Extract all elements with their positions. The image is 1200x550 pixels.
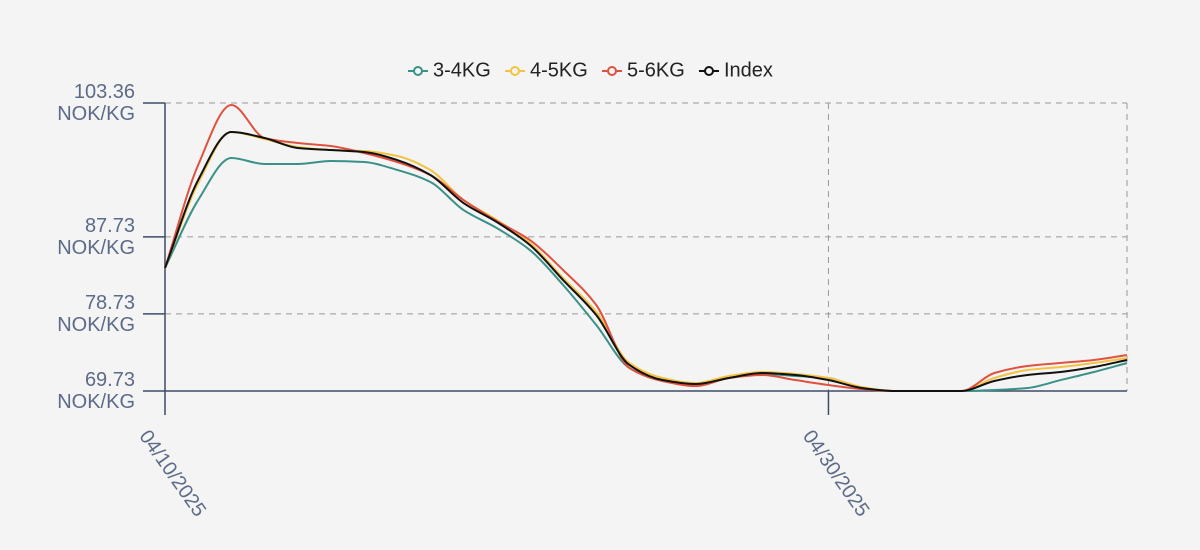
- legend-marker: [704, 66, 714, 76]
- legend-label: Index: [724, 59, 773, 81]
- legend-item: Index: [699, 59, 773, 81]
- y-tick-label: 103.36 NOK/KG: [57, 81, 135, 125]
- line-series: [164, 131, 1128, 392]
- legend-label: 4-5KG: [530, 59, 588, 81]
- line-series: [164, 156, 1128, 392]
- x-tick-label: 04/10/2025: [135, 426, 210, 521]
- legend-label: 5-6KG: [627, 59, 685, 81]
- legend-item: 4-5KG: [505, 59, 588, 81]
- y-tick-label: 69.73 NOK/KG: [57, 369, 135, 413]
- y-tick-label: 78.73 NOK/KG: [57, 291, 135, 336]
- x-tick-label: 04/30/2025: [798, 426, 873, 521]
- y-tick-label: 87.73 NOK/KG: [57, 214, 135, 259]
- legend-item: 3-4KG: [408, 59, 491, 81]
- legend-marker: [413, 66, 423, 76]
- legend-marker: [607, 66, 617, 76]
- legend-marker: [510, 66, 520, 76]
- legend-item: 5-6KG: [602, 59, 685, 81]
- legend-label: 3-4KG: [433, 59, 491, 81]
- line-series: [164, 131, 1128, 392]
